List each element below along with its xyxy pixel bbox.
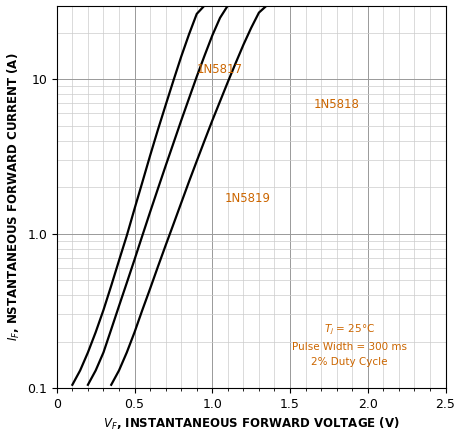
Text: $T_j$ = 25°C
Pulse Width = 300 ms
2% Duty Cycle: $T_j$ = 25°C Pulse Width = 300 ms 2% Dut… [292,323,407,367]
Text: 1N5818: 1N5818 [313,98,359,111]
Text: 1N5817: 1N5817 [197,63,243,76]
Text: 1N5819: 1N5819 [225,192,271,205]
Y-axis label: $I_F$, NSTANTANEOUS FORWARD CURRENT (A): $I_F$, NSTANTANEOUS FORWARD CURRENT (A) [6,53,22,341]
X-axis label: $V_F$, INSTANTANEOUS FORWARD VOLTAGE (V): $V_F$, INSTANTANEOUS FORWARD VOLTAGE (V) [103,417,400,432]
